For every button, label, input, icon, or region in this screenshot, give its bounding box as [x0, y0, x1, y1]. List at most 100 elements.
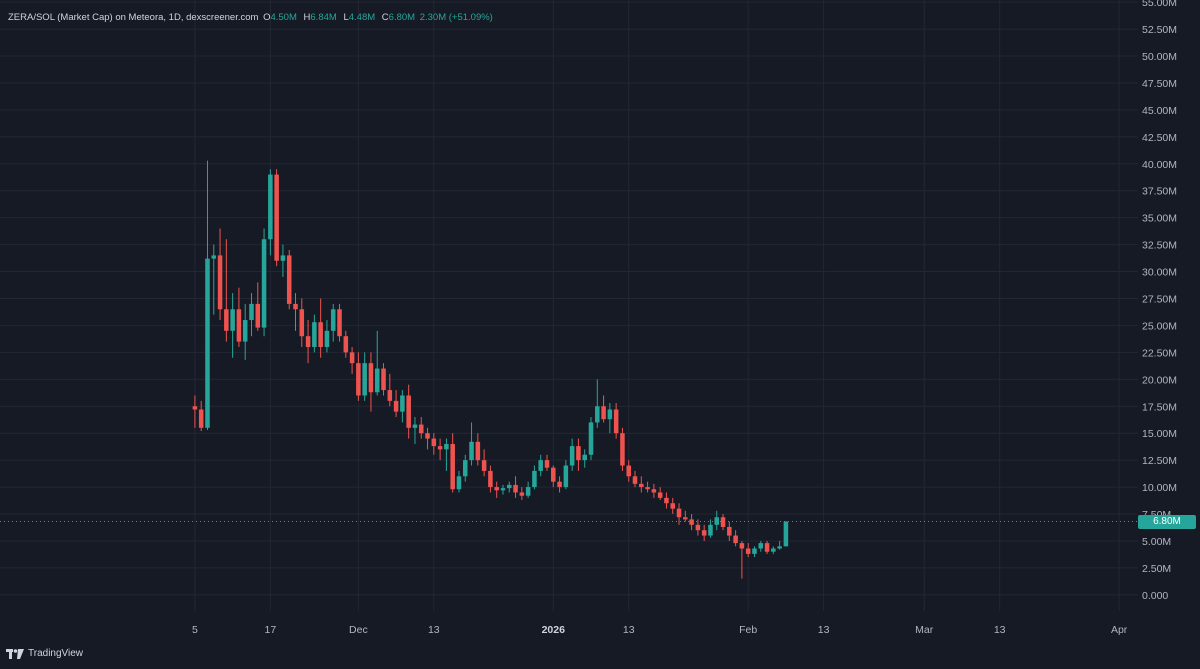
candle — [695, 519, 701, 536]
y-tick-label: 5.00M — [1142, 536, 1171, 548]
x-tick-label: Mar — [915, 624, 934, 636]
candle — [356, 352, 361, 401]
y-tick-label: 12.50M — [1142, 455, 1177, 467]
x-tick-label: 13 — [623, 624, 635, 636]
high-label: H — [303, 12, 311, 23]
x-tick-label: 13 — [818, 624, 830, 636]
close-label: C — [381, 12, 389, 23]
candle-body — [293, 303, 298, 310]
candle — [525, 481, 531, 498]
open-value: 4.50M — [270, 12, 297, 23]
candle-body — [337, 309, 342, 337]
candle-body — [525, 487, 531, 496]
y-tick-label: 10.00M — [1142, 482, 1177, 494]
x-tick-label: Apr — [1111, 624, 1128, 636]
candle — [450, 433, 455, 493]
candle — [488, 465, 493, 493]
candle — [532, 465, 537, 490]
candle-body — [695, 524, 701, 531]
candle — [230, 293, 235, 358]
candle — [274, 169, 279, 267]
candle-body — [211, 255, 217, 259]
candle-body — [299, 309, 305, 337]
candle — [569, 438, 575, 471]
candle — [236, 287, 242, 347]
candle-body — [450, 443, 455, 490]
candle — [456, 470, 462, 493]
tradingview-logo-icon — [6, 648, 24, 659]
candle-body — [551, 467, 556, 482]
y-tick-label: 30.00M — [1142, 267, 1177, 279]
x-tick-label: Dec — [349, 624, 368, 636]
candle-body — [412, 424, 418, 428]
candle — [632, 470, 638, 488]
candle-body — [670, 503, 676, 509]
candle-body — [286, 255, 292, 304]
tradingview-logo[interactable]: TradingView — [6, 648, 83, 659]
candle-body — [362, 363, 367, 396]
candle — [538, 454, 543, 477]
candle — [381, 363, 386, 396]
close-value: 6.80M — [388, 12, 416, 23]
candle — [557, 476, 562, 493]
candle — [777, 540, 782, 550]
candle-body — [481, 460, 487, 471]
candle-body — [324, 330, 330, 347]
candle-body — [613, 409, 619, 434]
candle — [286, 250, 292, 310]
candle — [513, 476, 518, 498]
candle-body — [620, 433, 625, 466]
time-axis[interactable]: 5 17 Dec 13 2026 13 Feb 13 Mar 13 Apr — [192, 624, 1128, 636]
candle-body — [280, 255, 286, 261]
candle — [601, 395, 606, 423]
candle-body — [374, 368, 380, 393]
candle — [224, 239, 229, 342]
candle-body — [356, 363, 361, 396]
candle-body — [720, 517, 726, 527]
candle — [299, 298, 305, 347]
tradingview-logo-text: TradingView — [28, 648, 84, 659]
candle — [374, 330, 380, 396]
price-axis[interactable]: 55.00M 52.50M 50.00M 47.50M 45.00M 42.50M 40.0… — [1142, 0, 1177, 602]
candle — [595, 379, 600, 428]
candle-body — [469, 441, 474, 461]
candle — [745, 543, 751, 558]
candle — [217, 228, 223, 321]
change-value: 2.30M (+51.09%) — [419, 12, 493, 23]
candle-body — [544, 460, 550, 468]
candle-body — [400, 395, 405, 412]
candle-body — [689, 519, 694, 525]
candle-body — [494, 487, 499, 491]
candle — [645, 481, 650, 493]
candle — [343, 330, 349, 358]
candle-body — [733, 535, 738, 544]
candle-body — [205, 258, 210, 428]
candle-body — [714, 517, 720, 525]
y-tick-label: 27.50M — [1142, 293, 1177, 305]
candle-body — [651, 489, 657, 493]
candle — [720, 514, 726, 531]
candle — [198, 400, 204, 432]
candle — [708, 519, 713, 538]
candles — [192, 160, 789, 579]
y-tick-label: 20.00M — [1142, 374, 1177, 386]
y-tick-label: 52.50M — [1142, 24, 1177, 36]
candle — [676, 503, 682, 525]
y-tick-label: 2.50M — [1142, 563, 1171, 575]
candle-body — [701, 530, 707, 536]
candle — [764, 540, 770, 554]
candle-body — [657, 492, 663, 498]
candle — [683, 510, 688, 522]
candle-body — [425, 433, 430, 439]
candle — [771, 546, 776, 554]
candle-body — [632, 476, 638, 484]
y-tick-label: 32.50M — [1142, 240, 1177, 252]
candle-body — [683, 517, 688, 520]
candle — [551, 465, 556, 488]
candle-body — [261, 239, 267, 328]
candle-body — [393, 400, 399, 412]
candle — [337, 303, 342, 342]
candle — [500, 484, 506, 495]
